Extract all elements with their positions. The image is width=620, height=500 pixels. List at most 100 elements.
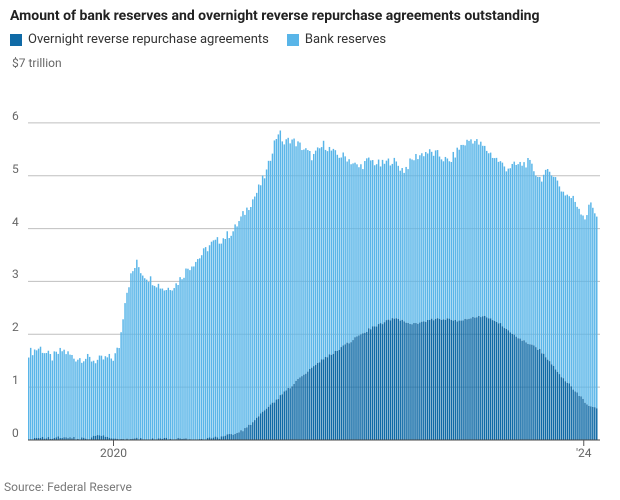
bar-reverse-repo: [506, 329, 507, 440]
bar-reserves: [93, 361, 94, 436]
y-unit-label: $7 trillion: [12, 56, 62, 70]
bar-reverse-repo: [238, 432, 239, 440]
bar-reserves: [364, 161, 365, 333]
bar-reserves: [352, 163, 353, 340]
bar-reserves: [227, 231, 228, 434]
bar-reserves: [242, 211, 243, 431]
bar-reverse-repo: [533, 345, 534, 440]
bar-reserves: [101, 356, 102, 436]
bar-reverse-repo: [382, 324, 383, 440]
bar-reverse-repo: [525, 342, 526, 440]
bar-reserves: [580, 215, 581, 397]
bar-reverse-repo: [248, 425, 249, 440]
bar-reverse-repo: [403, 321, 404, 440]
bar-reserves: [89, 357, 90, 439]
bar-reserves: [268, 161, 269, 407]
bar-reserves: [73, 359, 74, 437]
bar-reverse-repo: [297, 379, 298, 440]
legend: Overnight reverse repurchase agreements …: [10, 32, 386, 47]
bar-reserves: [109, 354, 110, 438]
bar-reverse-repo: [470, 318, 471, 440]
bar-reserves: [83, 361, 84, 437]
bar-reverse-repo: [547, 360, 548, 440]
bar-reserves: [91, 362, 92, 438]
bar-reserves: [282, 141, 283, 394]
bar-reserves: [166, 290, 167, 438]
bar-reverse-repo: [413, 323, 414, 440]
bar-reserves: [565, 195, 566, 381]
bar-reserves: [236, 226, 237, 433]
bar-reserves: [297, 141, 298, 379]
bar-reserves: [205, 247, 206, 440]
bar-reserves: [521, 166, 522, 341]
bar-reverse-repo: [254, 420, 255, 440]
bar-reverse-repo: [474, 318, 475, 440]
bar-reserves: [557, 181, 558, 372]
bar-reserves: [398, 166, 399, 319]
bar-reserves: [555, 177, 556, 369]
bar-reserves: [512, 164, 513, 334]
bar-reverse-repo: [221, 436, 222, 440]
bar-reverse-repo: [521, 341, 522, 440]
bar-reserves: [417, 159, 418, 324]
bar-reserves: [111, 359, 112, 439]
bar-reserves: [498, 162, 499, 324]
bar-reverse-repo: [574, 392, 575, 440]
bar-reverse-repo: [270, 405, 271, 440]
bar-reserves: [443, 161, 444, 319]
bar-reserves: [346, 162, 347, 343]
bar-reverse-repo: [228, 434, 229, 440]
bar-reverse-repo: [230, 434, 231, 440]
bar-reverse-repo: [360, 334, 361, 440]
bar-reserves: [519, 162, 520, 339]
legend-item-series-a: Overnight reverse repurchase agreements: [10, 32, 269, 47]
bar-reserves: [466, 140, 467, 319]
bar-reverse-repo: [234, 434, 235, 440]
bar-reverse-repo: [453, 321, 454, 440]
bar-reserves: [482, 146, 483, 316]
bar-reserves: [63, 350, 64, 438]
bar-reverse-repo: [372, 326, 373, 440]
bar-reserves: [118, 348, 119, 439]
bar-reserves: [341, 158, 342, 348]
bar-reserves: [32, 355, 33, 439]
bar-reverse-repo: [396, 318, 397, 440]
bar-reserves: [553, 177, 554, 366]
bar-reserves: [262, 176, 263, 412]
bar-reserves: [543, 175, 544, 354]
bar-reverse-repo: [519, 339, 520, 440]
bar-reserves: [95, 363, 96, 436]
bar-reserves: [572, 196, 573, 390]
bar-reverse-repo: [342, 345, 343, 440]
bar-reserves: [362, 169, 363, 333]
bar-reverse-repo: [356, 336, 357, 440]
bar-reserves: [360, 164, 361, 334]
bar-reserves: [472, 144, 473, 317]
bar-reverse-repo: [380, 323, 381, 440]
bar-reverse-repo: [394, 319, 395, 440]
bar-reserves: [307, 150, 308, 372]
bar-reverse-repo: [559, 374, 560, 440]
bar-reverse-repo: [327, 357, 328, 440]
bar-reserves: [586, 215, 587, 404]
bar-reverse-repo: [429, 320, 430, 440]
bar-reserves: [325, 150, 326, 357]
bar-reverse-repo: [225, 436, 226, 440]
bar-reverse-repo: [368, 328, 369, 440]
bar-reverse-repo: [285, 390, 286, 440]
bar-reserves: [199, 258, 200, 439]
bar-reserves: [187, 269, 188, 440]
bar-reserves: [120, 332, 121, 439]
bar-reserves: [431, 152, 432, 319]
bar-reserves: [311, 160, 312, 367]
bar-reserves: [50, 354, 51, 439]
bar-reverse-repo: [449, 319, 450, 440]
y-tick-label: 2: [12, 320, 19, 334]
bar-reverse-repo: [537, 350, 538, 440]
bar-reverse-repo: [415, 323, 416, 440]
bar-reverse-repo: [378, 324, 379, 440]
bar-reserves: [65, 354, 66, 437]
bar-reverse-repo: [366, 332, 367, 440]
bar-reserves: [405, 167, 406, 323]
bar-reserves: [272, 154, 273, 403]
